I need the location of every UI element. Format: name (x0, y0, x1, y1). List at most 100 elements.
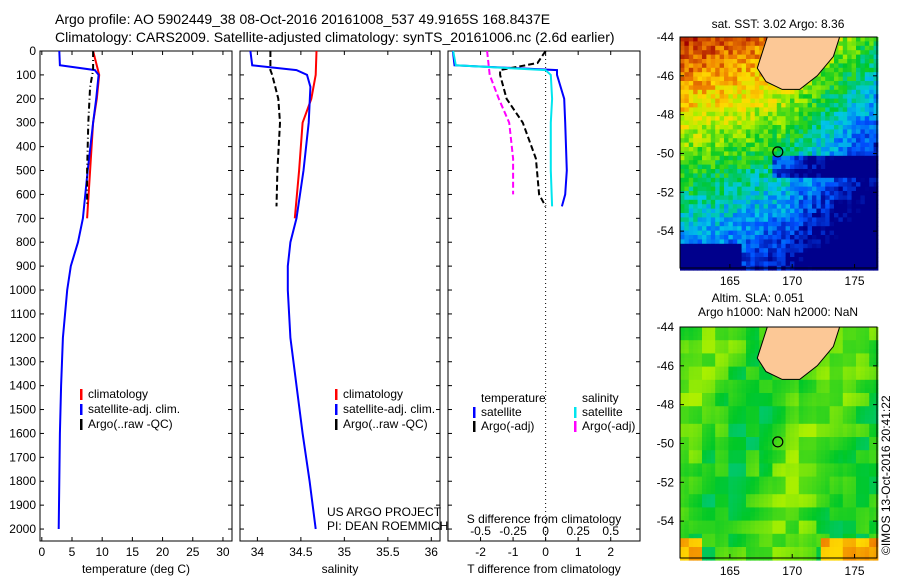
heatmap-cell (710, 107, 716, 113)
heatmap-cell (838, 489, 844, 495)
legend-label: Argo(-adj) (582, 419, 635, 433)
heatmap-cell (781, 133, 786, 139)
heatmap-cell (842, 173, 848, 179)
heatmap-cell (719, 349, 725, 354)
heatmap-cell (816, 419, 822, 425)
heatmap-cell (851, 81, 857, 86)
heatmap-cell (860, 349, 866, 354)
heatmap-cell (746, 542, 751, 548)
heatmap-cell (785, 147, 791, 152)
heatmap-cell (710, 331, 716, 337)
heatmap-cell (702, 45, 707, 51)
heatmap-cell (688, 191, 694, 196)
heatmap-cell (737, 520, 742, 526)
heatmap-cell (851, 248, 857, 253)
heatmap-cell (785, 111, 791, 117)
heatmap-cell (750, 116, 756, 121)
heatmap-cell (719, 371, 725, 376)
heatmap-cell (781, 129, 786, 135)
heatmap-cell (856, 89, 861, 95)
heatmap-cell (710, 459, 716, 464)
heatmap-cell (869, 120, 874, 126)
heatmap-cell (754, 186, 760, 192)
heatmap-cell (834, 393, 839, 398)
heatmap-cell (702, 129, 707, 135)
heatmap-cell (851, 423, 857, 429)
heatmap-cell (746, 498, 751, 504)
heatmap-cell (851, 98, 857, 104)
heatmap-cell (785, 226, 791, 231)
heatmap-cell (728, 72, 734, 77)
heatmap-cell (724, 186, 729, 192)
heatmap-cell (719, 129, 725, 135)
heatmap-cell (763, 450, 769, 455)
heatmap-cell (803, 85, 808, 91)
heatmap-cell (724, 441, 729, 447)
heatmap-cell (772, 542, 778, 548)
heatmap-cell (746, 423, 751, 429)
heatmap-cell (737, 138, 742, 143)
heatmap-cell (812, 423, 817, 429)
heatmap-cell (724, 72, 729, 77)
heatmap-cell (688, 489, 694, 495)
heatmap-cell (856, 177, 861, 183)
heatmap-cell (847, 177, 852, 183)
heatmap-cell (710, 173, 716, 179)
heatmap-cell (834, 204, 839, 209)
heatmap-cell (847, 406, 852, 411)
heatmap-cell (728, 142, 734, 148)
heatmap-cell (803, 498, 808, 504)
heatmap-cell (688, 340, 694, 345)
heatmap-cell (847, 463, 852, 469)
heatmap-cell (715, 226, 720, 231)
heatmap-cell (860, 437, 866, 442)
heatmap-cell (794, 239, 800, 245)
heatmap-cell (759, 340, 764, 345)
heatmap-cell (688, 459, 694, 464)
heatmap-cell (746, 85, 751, 91)
heatmap-cell (772, 186, 778, 192)
heatmap-cell (803, 226, 808, 231)
heatmap-cell (781, 230, 786, 236)
heatmap-cell (750, 393, 756, 398)
heatmap-cell (781, 257, 786, 262)
heatmap-cell (812, 472, 817, 477)
heatmap-cell (820, 103, 826, 108)
heatmap-cell (768, 103, 773, 108)
heatmap-cell (715, 542, 720, 548)
heatmap-cell (702, 485, 707, 491)
heatmap-cell (847, 498, 852, 504)
heatmap-cell (869, 357, 874, 363)
heatmap-cell (842, 129, 848, 135)
heatmap-cell (680, 445, 685, 451)
heatmap-cell (702, 410, 707, 416)
heatmap-cell (746, 335, 751, 341)
heatmap-cell (697, 503, 703, 508)
heatmap-cell (684, 63, 690, 69)
heatmap-cell (864, 221, 870, 227)
heatmap-cell (825, 257, 830, 262)
heatmap-cell (842, 37, 848, 42)
heatmap-cell (684, 133, 690, 139)
heatmap-cell (785, 481, 791, 486)
heatmap-cell (759, 217, 764, 223)
heatmap-cell (737, 261, 742, 267)
heatmap-cell (873, 160, 879, 165)
heatmap-cell (754, 76, 760, 82)
heatmap-cell (732, 428, 738, 433)
heatmap-cell (838, 173, 844, 179)
y-tick-label: 2000 (9, 522, 36, 536)
heatmap-cell (746, 331, 751, 337)
heatmap-cell (856, 393, 861, 398)
heatmap-cell (838, 160, 844, 165)
heatmap-cell (869, 551, 874, 557)
heatmap-cell (759, 538, 764, 543)
heatmap-cell (834, 533, 839, 539)
heatmap-cell (816, 195, 822, 201)
heatmap-cell (860, 472, 866, 477)
heatmap-cell (737, 428, 742, 433)
heatmap-cell (741, 388, 747, 394)
heatmap-cell (842, 428, 848, 433)
heatmap-cell (754, 243, 760, 249)
heatmap-cell (684, 98, 690, 104)
